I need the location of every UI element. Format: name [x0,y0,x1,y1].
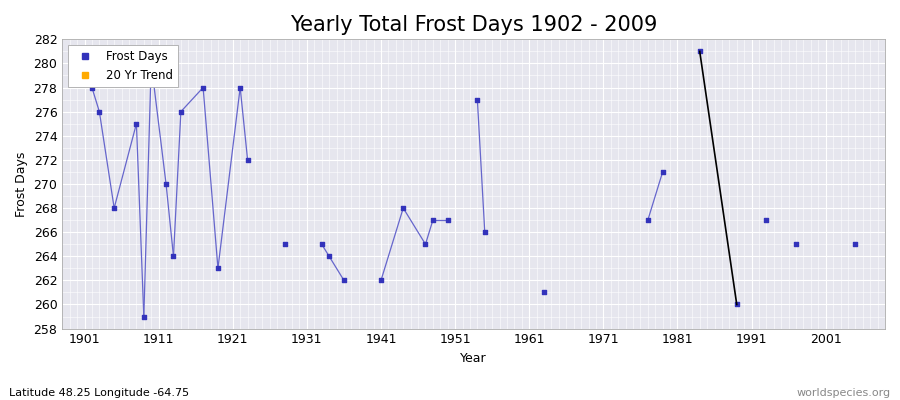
Point [107,205,122,211]
Point [418,241,433,248]
Point [848,241,862,248]
Title: Yearly Total Frost Days 1902 - 2009: Yearly Total Frost Days 1902 - 2009 [290,15,657,35]
Point [211,265,225,272]
Point [789,241,804,248]
Text: Latitude 48.25 Longitude -64.75: Latitude 48.25 Longitude -64.75 [9,388,189,398]
Point [537,289,552,296]
Point [322,253,337,260]
Point [233,84,248,91]
Point [166,253,181,260]
X-axis label: Year: Year [460,352,487,365]
Point [240,157,255,163]
Point [130,120,144,127]
Point [730,301,744,308]
Point [641,217,655,223]
Text: worldspecies.org: worldspecies.org [796,388,891,398]
Point [396,205,410,211]
Point [159,181,174,187]
Point [174,108,188,115]
Point [374,277,388,284]
Point [137,313,151,320]
Point [760,217,774,223]
Point [144,60,158,67]
Point [196,84,211,91]
Point [470,96,484,103]
Point [314,241,328,248]
Point [92,108,106,115]
Y-axis label: Frost Days: Frost Days [15,151,28,217]
Point [440,217,454,223]
Point [478,229,492,235]
Point [85,84,99,91]
Legend: Frost Days, 20 Yr Trend: Frost Days, 20 Yr Trend [68,45,177,86]
Point [277,241,292,248]
Point [655,169,670,175]
Point [692,48,706,54]
Point [337,277,351,284]
Point [426,217,440,223]
